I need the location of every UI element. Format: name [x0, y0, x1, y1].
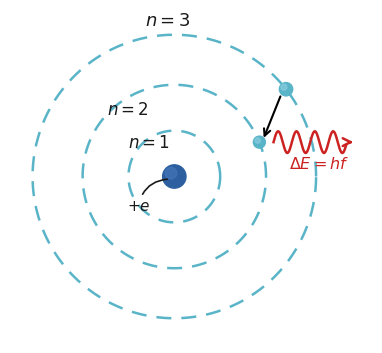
Circle shape — [255, 138, 261, 143]
Text: $n = 1$: $n = 1$ — [128, 135, 170, 152]
Circle shape — [279, 83, 293, 96]
Text: $n = 2$: $n = 2$ — [107, 102, 149, 119]
Circle shape — [281, 84, 287, 90]
Text: $n = 3$: $n = 3$ — [145, 12, 190, 30]
Circle shape — [163, 165, 186, 188]
Circle shape — [253, 136, 265, 148]
Text: $\Delta E = hf$: $\Delta E = hf$ — [289, 156, 349, 173]
Text: $+e$: $+e$ — [127, 179, 167, 214]
Circle shape — [165, 167, 177, 179]
